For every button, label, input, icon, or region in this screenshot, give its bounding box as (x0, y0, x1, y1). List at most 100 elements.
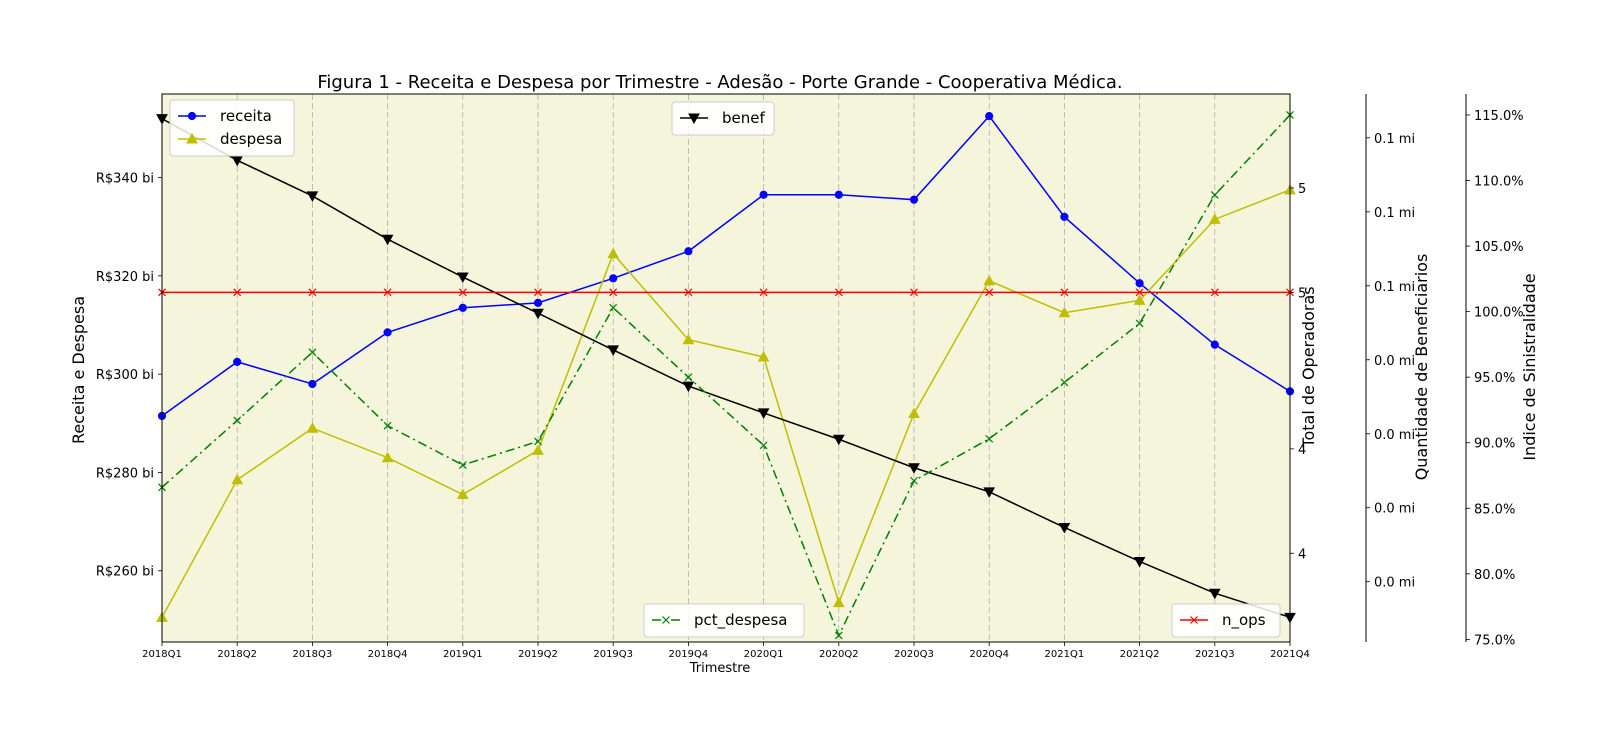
data-point-despesa (306, 422, 319, 433)
data-point-receita (383, 328, 392, 337)
sinistralidade-tick-label: 75.0% (1474, 633, 1515, 648)
x-tick-label: 2018Q1 (142, 649, 182, 660)
legend-upper-center: benef (671, 101, 775, 136)
plot-area (162, 94, 1290, 642)
data-point-n_ops (1135, 288, 1144, 297)
plot-background (162, 94, 1290, 642)
legend-label-benef: benef (722, 109, 765, 127)
beneficiarios-tick-label: 0.1 mi (1374, 132, 1415, 147)
beneficiarios-tick-label: 0.0 mi (1374, 502, 1415, 517)
data-point-despesa (682, 333, 695, 345)
series-line-benef (161, 118, 1291, 619)
x-tick-label: 2021Q4 (1270, 649, 1310, 660)
operadoras-tick-label: 5 (1298, 182, 1306, 197)
data-point-benef (832, 434, 845, 446)
data-point-benef (456, 272, 469, 284)
data-point-despesa (1058, 306, 1071, 318)
data-point-receita (458, 303, 467, 312)
sinistralidade-tick-label: 90.0% (1474, 437, 1515, 452)
data-point-despesa (832, 596, 845, 608)
operadoras-axis-label: Total de Operadoras (1299, 286, 1318, 448)
data-point-receita (834, 190, 843, 199)
beneficiarios-tick-label: 0.0 mi (1374, 354, 1415, 369)
data-point-despesa (983, 274, 996, 286)
data-point-receita (1210, 340, 1219, 349)
sinistralidade-tick-label: 95.0% (1474, 371, 1515, 386)
data-point-n_ops (1210, 288, 1219, 297)
left-tick-label: R$260 bi (96, 565, 154, 580)
left-axis-label: Receita e Despesa (69, 296, 88, 444)
data-point-pct_despesa (458, 461, 467, 469)
data-point-receita (759, 190, 768, 199)
data-point-benef (1133, 556, 1146, 568)
sinistralidade-axis-label: Indice de Sinistralidade (1520, 273, 1539, 460)
data-point-receita (909, 195, 919, 204)
sinistralidade-tick-label: 80.0% (1474, 568, 1515, 583)
legend-marker-receita (187, 111, 197, 121)
x-tick-label: 2018Q3 (293, 649, 333, 660)
legends: receita despesa benef pct_despesa n_ops (169, 99, 1281, 638)
beneficiarios-tick-label: 0.1 mi (1374, 206, 1415, 221)
legend-marker-benef (688, 113, 700, 125)
data-point-benef (1058, 522, 1071, 534)
data-point-pct_despesa (1060, 378, 1069, 387)
data-point-receita (1060, 212, 1069, 221)
legend-label-pct_despesa: pct_despesa (694, 611, 787, 630)
data-point-benef (306, 191, 319, 202)
data-point-despesa (1133, 294, 1146, 305)
data-point-pct_despesa (985, 434, 994, 443)
data-point-despesa (381, 451, 394, 463)
data-point-despesa (532, 444, 544, 455)
data-point-despesa (456, 488, 469, 500)
data-point-receita (609, 274, 618, 283)
data-point-n_ops (534, 288, 542, 297)
data-point-benef (607, 345, 620, 356)
plot-frame (161, 93, 1291, 643)
x-tick-label: 2021Q3 (1195, 649, 1235, 660)
data-point-n_ops (985, 288, 994, 297)
data-point-n_ops (308, 288, 317, 297)
x-tick-label: 2019Q4 (669, 649, 709, 660)
series-line-receita (161, 114, 1291, 417)
data-point-despesa (908, 407, 920, 418)
legend-box (643, 603, 805, 638)
x-tick-label: 2020Q4 (969, 649, 1009, 660)
operadoras-tick-label: 4 (1298, 547, 1306, 562)
series-pct_despesa (158, 111, 1294, 640)
data-point-n_ops (458, 288, 467, 297)
legend-marker-n_ops (1190, 616, 1198, 624)
beneficiarios-tick-label: 0.0 mi (1374, 576, 1415, 591)
data-point-receita (533, 298, 543, 307)
data-point-pct_despesa (834, 631, 843, 640)
series-receita (157, 112, 1295, 421)
x-tick-label: 2021Q1 (1045, 649, 1085, 660)
data-point-pct_despesa (609, 303, 618, 312)
legend-box (169, 99, 295, 157)
data-point-receita (985, 112, 994, 121)
data-point-benef (682, 381, 695, 393)
x-gridlines (236, 94, 1216, 642)
x-tick-label: 2021Q2 (1120, 649, 1160, 660)
x-tick-label: 2020Q2 (819, 649, 859, 660)
data-point-receita (308, 379, 317, 389)
x-axis-label: Trimestre (689, 661, 751, 676)
chart-title: Figura 1 - Receita e Despesa por Trimest… (317, 72, 1122, 93)
left-tick-label: R$320 bi (96, 270, 154, 285)
legend-lower-center: pct_despesa (643, 603, 805, 638)
legend-upper-left: receita despesa (169, 99, 295, 157)
legend-label-receita: receita (220, 107, 272, 125)
legend-box (671, 101, 775, 136)
data-point-n_ops (609, 288, 618, 297)
sinistralidade-tick-label: 110.0% (1474, 175, 1524, 190)
data-point-pct_despesa (1210, 191, 1219, 199)
x-tick-label: 2020Q3 (894, 649, 934, 660)
x-tick-label: 2019Q3 (593, 649, 633, 660)
data-point-benef (983, 487, 996, 498)
data-point-benef (1208, 588, 1221, 600)
data-point-benef (532, 308, 544, 320)
data-point-n_ops (910, 288, 918, 297)
x-tick-label: 2018Q2 (217, 649, 257, 660)
data-point-receita (233, 357, 242, 366)
legend-label-n_ops: n_ops (1222, 611, 1266, 630)
data-point-pct_despesa (383, 421, 392, 430)
